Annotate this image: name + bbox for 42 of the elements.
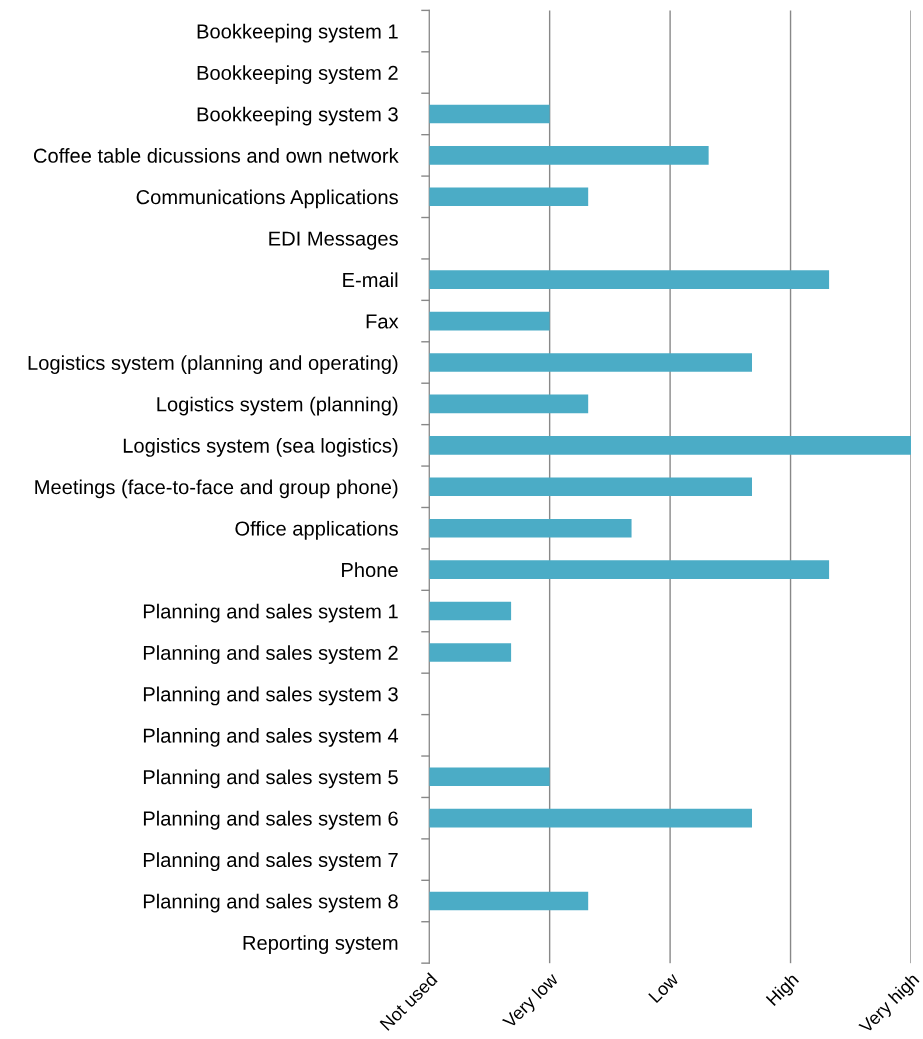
bar [429,891,589,911]
y-tick-label: Logistics system (planning) [157,396,398,416]
y-tick-label: Reporting system [243,935,398,954]
y-tick-label: Planning and sales system 3 [143,686,398,706]
y-tick-label: Meetings (face-to-face and group phone) [35,479,398,499]
y-tick-label: Logistics system (planning and operating) [28,355,398,374]
bar [429,436,911,455]
bar [429,767,550,787]
y-tick-label: Phone [342,562,398,578]
bar [429,808,753,828]
bar [429,104,550,124]
y-tick-label: Planning and sales system 8 [143,893,398,913]
bar [429,353,753,372]
y-tick-label: Planning and sales system 7 [143,852,398,872]
y-tick-label: Planning and sales system 2 [143,645,398,664]
bar [429,643,512,662]
y-tick-label: Planning and sales system 6 [143,810,398,830]
y-tick-label: Planning and sales system 5 [143,769,398,789]
y-tick-label: Office applications [235,520,398,540]
bar [429,146,709,165]
text: Low [648,971,680,1004]
bar [429,311,550,331]
bar [429,477,753,497]
bar [429,601,512,621]
y-tick-label: Bookkeeping system 2 [197,65,398,84]
y-tick-label: Logistics system (sea logistics) [123,438,398,457]
bar [429,560,830,579]
y-tick-label: Bookkeeping system 3 [197,106,398,126]
text: Very high [857,972,923,1037]
y-tick-label: E-mail [343,272,398,288]
y-tick-label: EDI Messages [269,231,398,250]
y-tick-label: Fax [366,314,399,329]
y-tick-label: Communications Applications [136,189,398,209]
text: Very low [501,971,562,1032]
y-tick-label: Planning and sales system 4 [143,728,399,747]
y-tick-label: Coffee table dicussions and own network [33,148,399,163]
bar [429,394,589,414]
y-tick-label: Bookkeeping system 1 [197,23,398,43]
y-tick-label: Planning and sales system 1 [143,603,398,623]
bar [429,518,632,538]
bar [429,187,589,207]
bar [429,270,830,289]
